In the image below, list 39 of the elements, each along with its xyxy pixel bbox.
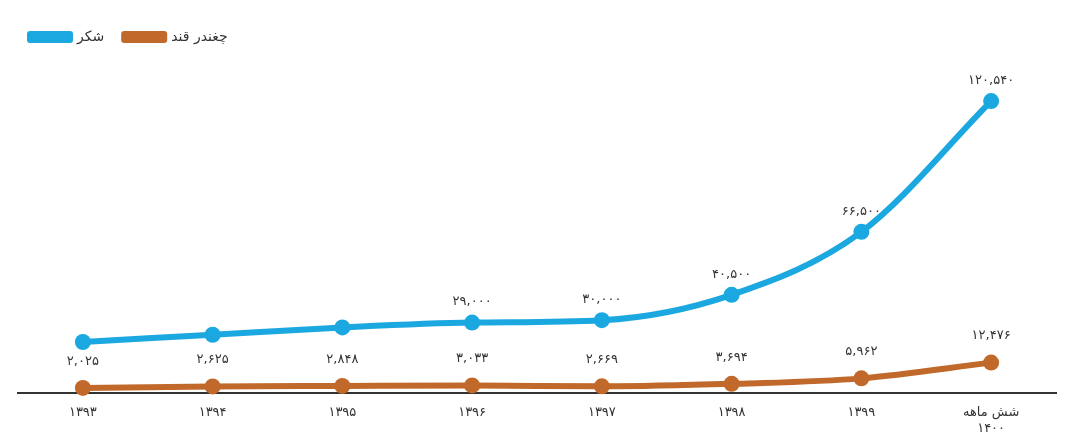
point (723, 286, 740, 303)
point (204, 378, 221, 395)
x-tick-label: ۱۳۹۹ (847, 403, 876, 419)
data-label: ۳,۰۳۳ (456, 350, 489, 366)
legend-label: شکر (76, 27, 105, 45)
point (593, 312, 610, 329)
point (74, 333, 91, 350)
point (334, 319, 351, 336)
point (853, 223, 870, 240)
x-tick-label: ۱۳۹۸ (717, 403, 746, 419)
data-label: ۲,۸۴۸ (326, 350, 359, 366)
point (983, 354, 1000, 371)
x-tick-label: ۱۳۹۷ (587, 403, 616, 419)
x-tick-label: ۱۳۹۴ (198, 403, 227, 419)
data-label: ۲,۶۲۵ (196, 351, 229, 367)
data-label: ۶۶,۵۰۰ (841, 202, 881, 218)
point (853, 370, 870, 387)
x-tick-label: ۱۳۹۵ (328, 403, 357, 419)
data-label: ۱۲۰,۵۴۰ (968, 71, 1015, 87)
point (593, 378, 610, 395)
legend-label: چغندر قند (171, 27, 228, 45)
point (983, 93, 1000, 110)
data-label: ۲,۰۲۵ (66, 352, 99, 368)
data-label: ۳,۶۹۴ (715, 348, 748, 364)
x-tick-label: شش ماهه ۱۴۰۰ (962, 403, 1020, 435)
point (464, 314, 481, 331)
point (334, 377, 351, 394)
data-label: ۵,۹۶۲ (845, 343, 878, 359)
point (204, 326, 221, 343)
data-label: ۱۲,۴۷۶ (971, 327, 1011, 343)
x-tick-label: ۱۳۹۶ (458, 403, 487, 419)
point (464, 377, 481, 394)
x-tick-label: ۱۳۹۳ (68, 403, 97, 419)
data-label: ۳۰,۰۰۰ (582, 291, 622, 307)
point (74, 379, 91, 396)
point (723, 375, 740, 392)
data-label: ۲,۶۶۹ (585, 351, 618, 367)
data-label: ۴۰,۵۰۰ (712, 265, 752, 281)
data-label: ۲۹,۰۰۰ (452, 293, 492, 309)
